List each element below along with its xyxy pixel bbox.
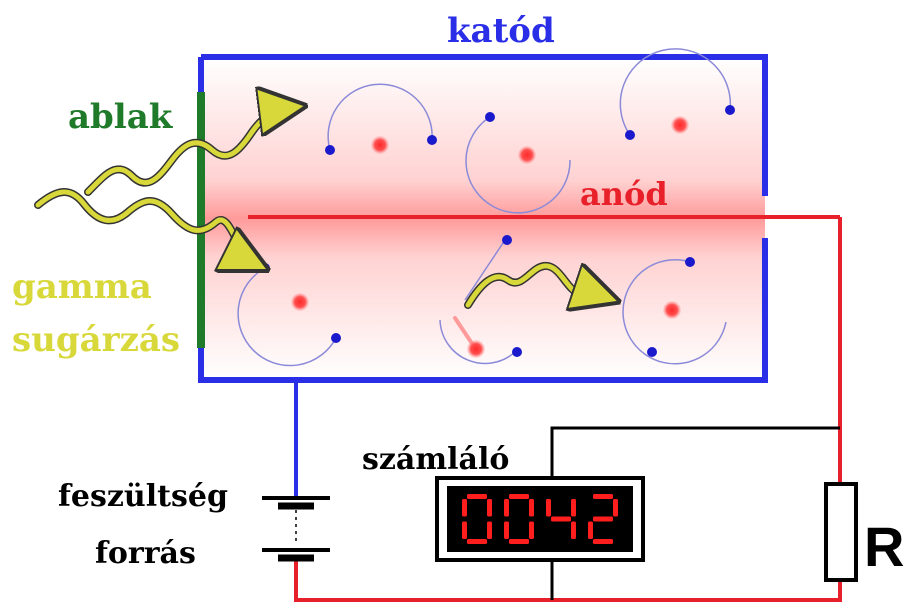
digit-segment xyxy=(593,516,613,522)
ion xyxy=(371,136,389,154)
ion xyxy=(663,301,681,319)
circuit-wires xyxy=(294,217,842,602)
atom xyxy=(622,257,727,365)
gamma-label-line1: gamma xyxy=(12,267,152,307)
digit-segment xyxy=(462,499,467,517)
digit-segment xyxy=(467,539,487,544)
electron xyxy=(485,112,495,122)
counter-display xyxy=(435,476,645,562)
digit-segment xyxy=(487,521,492,539)
resistor-label: R xyxy=(864,515,904,578)
atoms xyxy=(237,48,735,367)
digit-segment xyxy=(588,521,593,539)
ion xyxy=(467,340,485,358)
digit-segment xyxy=(571,499,576,517)
digit-segment xyxy=(487,499,492,517)
digit-segment xyxy=(509,539,529,544)
display-digit xyxy=(588,494,618,544)
resistor-symbol xyxy=(824,482,858,582)
display-digits xyxy=(462,494,618,544)
electron xyxy=(625,130,635,140)
digit-segment xyxy=(593,539,613,544)
display-digit xyxy=(546,499,576,539)
atom xyxy=(465,112,571,214)
anode-label: anód xyxy=(580,175,668,213)
digit-segment xyxy=(571,521,576,539)
atom xyxy=(325,83,437,155)
digit-segment xyxy=(504,499,509,517)
gamma-ray-upper xyxy=(84,108,288,196)
gamma-ray-inner xyxy=(464,262,602,305)
electron xyxy=(512,347,522,357)
digit-segment xyxy=(546,499,551,517)
digit-segment xyxy=(613,499,618,517)
counter-label: számláló xyxy=(362,442,509,477)
source-label-line1: feszültség xyxy=(58,479,228,514)
window-label: ablak xyxy=(68,97,174,137)
electron xyxy=(685,257,695,267)
digit-segment xyxy=(529,521,534,539)
electron xyxy=(502,235,512,245)
atom xyxy=(439,235,522,365)
geiger-tube xyxy=(197,54,840,383)
digit-segment xyxy=(509,494,529,499)
digit-segment xyxy=(467,494,487,499)
ion xyxy=(291,293,309,311)
digit-segment xyxy=(529,499,534,517)
counter-wire-top xyxy=(550,426,840,478)
ion xyxy=(518,146,536,164)
gamma-label-line2: sugárzás xyxy=(12,320,180,360)
electron xyxy=(647,347,657,357)
gamma-rays xyxy=(34,108,602,305)
digit-segment xyxy=(504,521,509,539)
cathode-wall-top xyxy=(201,54,768,196)
source-label-line2: forrás xyxy=(95,536,196,571)
atom xyxy=(619,48,735,140)
electron xyxy=(325,145,335,155)
electron xyxy=(725,105,735,115)
gamma-ray-lower xyxy=(34,188,252,262)
cathode-label: katód xyxy=(447,11,555,51)
electron xyxy=(427,135,437,145)
digit-segment xyxy=(462,521,467,539)
digit-segment xyxy=(551,516,571,522)
display-digit xyxy=(504,494,534,544)
electron xyxy=(331,333,341,343)
electron xyxy=(260,263,270,273)
digit-segment xyxy=(593,494,613,499)
voltage-source-symbol xyxy=(262,496,330,562)
display-digit xyxy=(462,494,492,544)
ion xyxy=(671,116,689,134)
return-wire xyxy=(294,556,842,602)
